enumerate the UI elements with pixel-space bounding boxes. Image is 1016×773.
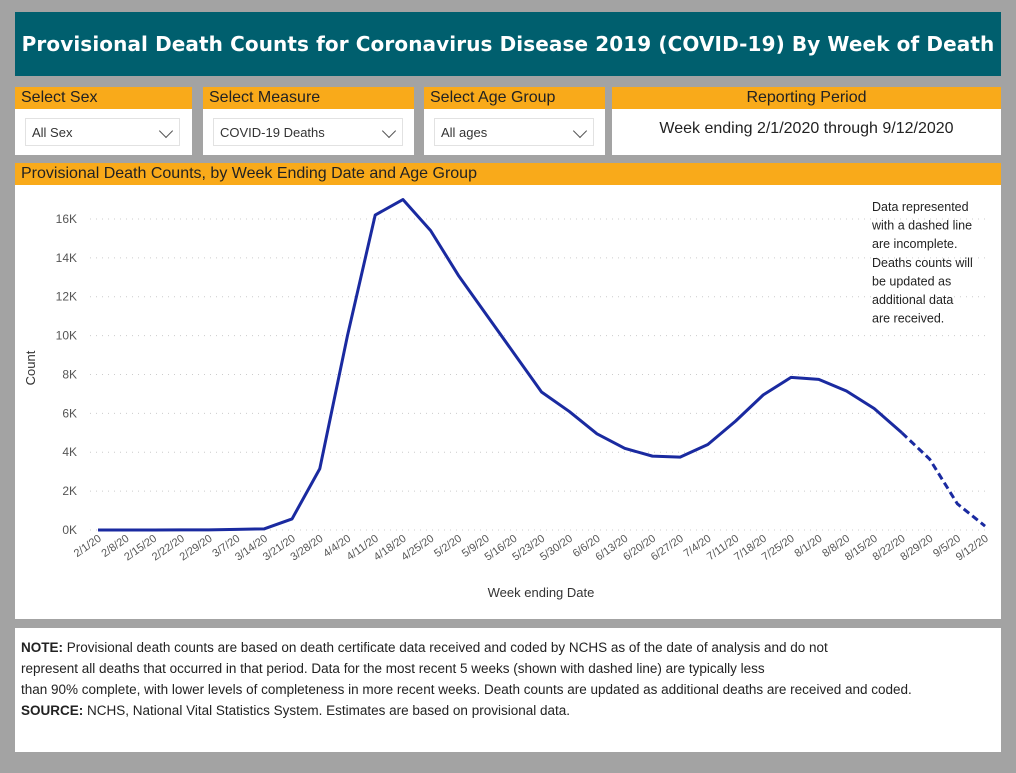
page-title: Provisional Death Counts for Coronavirus… (15, 12, 1001, 76)
age-dropdown-value: All ages (441, 125, 488, 140)
x-axis-label: Week ending Date (488, 585, 595, 600)
note-line-1: Provisional death counts are based on de… (66, 640, 828, 655)
chevron-down-icon (381, 123, 397, 139)
line-chart: 0K2K4K6K8K10K12K14K16K2/1/202/8/202/15/2… (23, 198, 991, 600)
annotation-line: Data represented (872, 200, 969, 214)
y-tick-label: 8K (62, 367, 77, 381)
x-tick-label: 5/2/20 (432, 533, 464, 560)
sex-dropdown-value: All Sex (32, 125, 73, 140)
measure-dropdown[interactable]: COVID-19 Deaths (213, 118, 403, 146)
y-axis-label: Count (23, 350, 38, 385)
sex-dropdown[interactable]: All Sex (25, 118, 180, 146)
y-tick-label: 16K (56, 212, 77, 226)
reporting-period-label: Reporting Period (612, 87, 1001, 109)
reporting-period-value: Week ending 2/1/2020 through 9/12/2020 (659, 120, 954, 137)
age-filter-label: Select Age Group (424, 87, 605, 109)
annotation-line: are received. (872, 312, 944, 326)
note-line-2: represent all deaths that occurred in th… (21, 661, 765, 676)
note-label: NOTE: (21, 640, 63, 655)
annotation-line: additional data (872, 293, 953, 307)
annotation-line: are incomplete. (872, 237, 957, 251)
y-tick-label: 0K (62, 523, 77, 537)
y-tick-label: 2K (62, 484, 77, 498)
chart-panel: Provisional Death Counts, by Week Ending… (15, 163, 1001, 619)
age-dropdown[interactable]: All ages (434, 118, 594, 146)
note-panel: NOTE: Provisional death counts are based… (15, 628, 1001, 752)
source-label: SOURCE: (21, 703, 84, 718)
measure-filter-label: Select Measure (203, 87, 414, 109)
reporting-period: Reporting Period Week ending 2/1/2020 th… (612, 87, 1001, 155)
x-tick-label: 8/1/20 (792, 533, 824, 560)
y-tick-label: 6K (62, 406, 77, 420)
measure-dropdown-value: COVID-19 Deaths (220, 125, 325, 140)
sex-filter: Select Sex All Sex (15, 87, 192, 155)
series-line-complete (98, 198, 903, 532)
age-filter: Select Age Group All ages (424, 87, 605, 155)
chart-panel-title: Provisional Death Counts, by Week Ending… (15, 163, 1001, 185)
measure-filter: Select Measure COVID-19 Deaths (203, 87, 414, 155)
annotation-line: be updated as (872, 274, 951, 288)
annotation-line: Deaths counts will (872, 256, 973, 270)
chevron-down-icon (572, 123, 588, 139)
y-tick-label: 14K (56, 251, 77, 265)
note-line-3: than 90% complete, with lower levels of … (21, 682, 912, 697)
chevron-down-icon (158, 123, 174, 139)
source-text: NCHS, National Vital Statistics System. … (87, 703, 570, 718)
y-tick-label: 10K (56, 329, 77, 343)
y-tick-label: 4K (62, 445, 77, 459)
y-tick-label: 12K (56, 290, 77, 304)
series-line-incomplete (900, 431, 986, 528)
annotation-line: with a dashed line (871, 219, 972, 233)
sex-filter-label: Select Sex (15, 87, 192, 109)
